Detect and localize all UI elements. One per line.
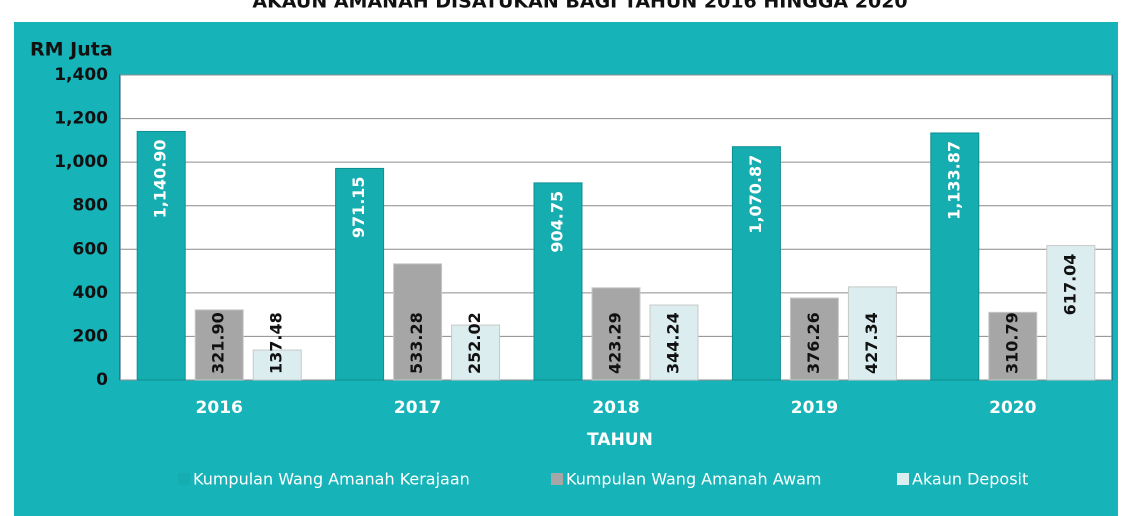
y-tick-label: 1,400 — [54, 65, 108, 85]
value-label: 427.34 — [862, 312, 881, 374]
bar — [451, 324, 501, 381]
bar — [591, 287, 641, 381]
bar — [847, 286, 897, 381]
bar — [1046, 245, 1096, 381]
bar — [393, 263, 443, 381]
x-axis-title: TAHUN — [587, 430, 653, 450]
bar — [649, 304, 699, 381]
bar — [533, 182, 583, 381]
value-label: 376.26 — [804, 312, 823, 374]
value-label: 310.79 — [1002, 312, 1021, 374]
value-label: 137.48 — [267, 312, 286, 374]
y-tick-label: 1,200 — [54, 109, 108, 129]
legend-marker — [178, 473, 190, 485]
bar — [136, 130, 186, 381]
bar — [988, 311, 1038, 381]
bar — [789, 297, 839, 381]
value-label: 971.15 — [349, 176, 368, 238]
legend-label: Kumpulan Wang Amanah Kerajaan — [193, 470, 470, 489]
bar — [731, 146, 781, 381]
legend-label: Kumpulan Wang Amanah Awam — [566, 470, 821, 489]
value-label: 252.02 — [465, 312, 484, 374]
legend-marker — [897, 473, 909, 485]
y-tick-label: 200 — [73, 326, 109, 346]
value-label: 344.24 — [664, 312, 683, 374]
value-label: 904.75 — [548, 191, 567, 253]
y-tick-label: 0 — [96, 370, 108, 390]
value-label: 1,070.87 — [746, 155, 765, 234]
value-label: 1,133.87 — [944, 141, 963, 220]
y-tick-label: 600 — [73, 239, 109, 259]
x-tick-label: 2019 — [791, 398, 838, 418]
y-axis-title: RM Juta — [30, 39, 113, 61]
x-tick-label: 2017 — [394, 398, 441, 418]
x-tick-label: 2016 — [196, 398, 243, 418]
bar — [335, 167, 385, 381]
value-label: 321.90 — [209, 312, 228, 374]
value-label: 617.04 — [1060, 254, 1079, 316]
legend-label: Akaun Deposit — [912, 470, 1028, 489]
y-tick-label: 800 — [73, 196, 109, 216]
x-tick-label: 2018 — [592, 398, 639, 418]
y-tick-label: 1,000 — [54, 152, 108, 172]
value-label: 533.28 — [407, 312, 426, 374]
bar — [930, 132, 980, 381]
legend-marker — [551, 473, 563, 485]
y-tick-label: 400 — [73, 283, 109, 303]
value-label: 423.29 — [606, 312, 625, 374]
bar — [194, 309, 244, 381]
value-label: 1,140.90 — [151, 139, 170, 218]
x-tick-label: 2020 — [989, 398, 1036, 418]
bar — [252, 349, 302, 381]
chart-title: AKAUN AMANAH DISATUKAN BAGI TAHUN 2016 H… — [252, 0, 907, 13]
